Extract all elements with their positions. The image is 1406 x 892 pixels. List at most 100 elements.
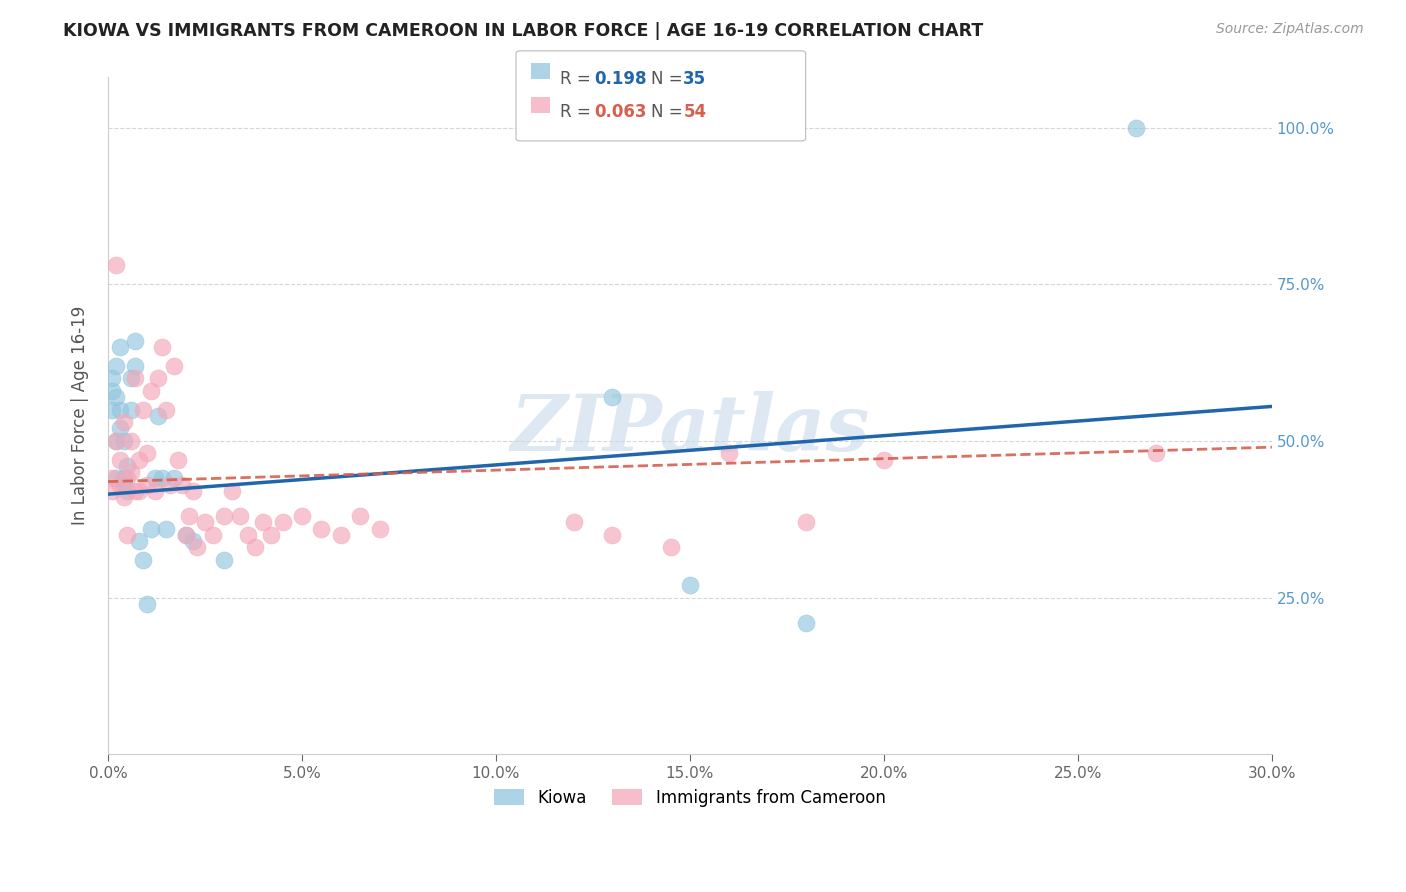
Point — [108, 340, 131, 354]
Point — [245, 541, 267, 555]
Point — [155, 402, 177, 417]
Point — [221, 483, 243, 498]
Point — [873, 452, 896, 467]
Point — [117, 458, 139, 473]
Point — [179, 509, 201, 524]
Point — [108, 421, 131, 435]
Point — [108, 452, 131, 467]
Text: ZIPatlas: ZIPatlas — [510, 391, 870, 467]
Point — [602, 528, 624, 542]
Text: Source: ZipAtlas.com: Source: ZipAtlas.com — [1216, 22, 1364, 37]
Point — [104, 359, 127, 373]
Point — [128, 534, 150, 549]
Text: N =: N = — [651, 70, 688, 87]
Point — [229, 509, 252, 524]
Point — [101, 402, 124, 417]
Point — [124, 359, 146, 373]
Point — [562, 516, 585, 530]
Point — [135, 446, 157, 460]
Point — [291, 509, 314, 524]
Point — [101, 371, 124, 385]
Point — [104, 390, 127, 404]
Point — [679, 578, 702, 592]
Point — [124, 371, 146, 385]
Point — [120, 465, 142, 479]
Point — [163, 471, 186, 485]
Point — [214, 553, 236, 567]
Point — [150, 340, 173, 354]
Text: R =: R = — [560, 103, 596, 121]
Point — [101, 471, 124, 485]
Text: 0.063: 0.063 — [595, 103, 647, 121]
Point — [214, 509, 236, 524]
Point — [260, 528, 283, 542]
Text: R =: R = — [560, 70, 596, 87]
Point — [236, 528, 259, 542]
Point — [139, 384, 162, 398]
Point — [201, 528, 224, 542]
Y-axis label: In Labor Force | Age 16-19: In Labor Force | Age 16-19 — [72, 306, 89, 525]
Point — [166, 452, 188, 467]
Point — [1125, 120, 1147, 135]
Text: 35: 35 — [683, 70, 706, 87]
Point — [112, 490, 135, 504]
Point — [1144, 446, 1167, 460]
Point — [186, 541, 208, 555]
Text: 54: 54 — [683, 103, 706, 121]
Point — [120, 402, 142, 417]
Point — [132, 402, 155, 417]
Point — [124, 334, 146, 348]
Point — [659, 541, 682, 555]
Point — [117, 483, 139, 498]
Point — [174, 528, 197, 542]
Point — [117, 471, 139, 485]
Point — [104, 434, 127, 448]
Point — [128, 483, 150, 498]
Point — [128, 452, 150, 467]
Point — [101, 384, 124, 398]
Point — [368, 522, 391, 536]
Point — [602, 390, 624, 404]
Point — [183, 483, 205, 498]
Point — [124, 483, 146, 498]
Point — [108, 402, 131, 417]
Point — [120, 371, 142, 385]
Point — [329, 528, 352, 542]
Point — [112, 471, 135, 485]
Point — [112, 434, 135, 448]
Point — [794, 516, 817, 530]
Point — [132, 553, 155, 567]
Point — [143, 483, 166, 498]
Point — [148, 371, 170, 385]
Point — [271, 516, 294, 530]
Point — [717, 446, 740, 460]
Point — [311, 522, 333, 536]
Point — [104, 471, 127, 485]
Point — [252, 516, 274, 530]
Point — [183, 534, 205, 549]
Point — [159, 477, 181, 491]
Point — [349, 509, 371, 524]
Point — [117, 528, 139, 542]
Point — [194, 516, 217, 530]
Point — [155, 522, 177, 536]
Point — [135, 597, 157, 611]
Point — [112, 477, 135, 491]
Point — [150, 471, 173, 485]
Point — [112, 415, 135, 429]
Point — [104, 434, 127, 448]
Point — [120, 434, 142, 448]
Point — [104, 259, 127, 273]
Point — [108, 477, 131, 491]
Point — [794, 615, 817, 630]
Point — [143, 471, 166, 485]
Point — [170, 477, 193, 491]
Point — [135, 477, 157, 491]
Legend: Kiowa, Immigrants from Cameroon: Kiowa, Immigrants from Cameroon — [488, 782, 891, 814]
Point — [101, 483, 124, 498]
Text: N =: N = — [651, 103, 688, 121]
Point — [163, 359, 186, 373]
Point — [148, 409, 170, 423]
Text: 0.198: 0.198 — [595, 70, 647, 87]
Point — [174, 528, 197, 542]
